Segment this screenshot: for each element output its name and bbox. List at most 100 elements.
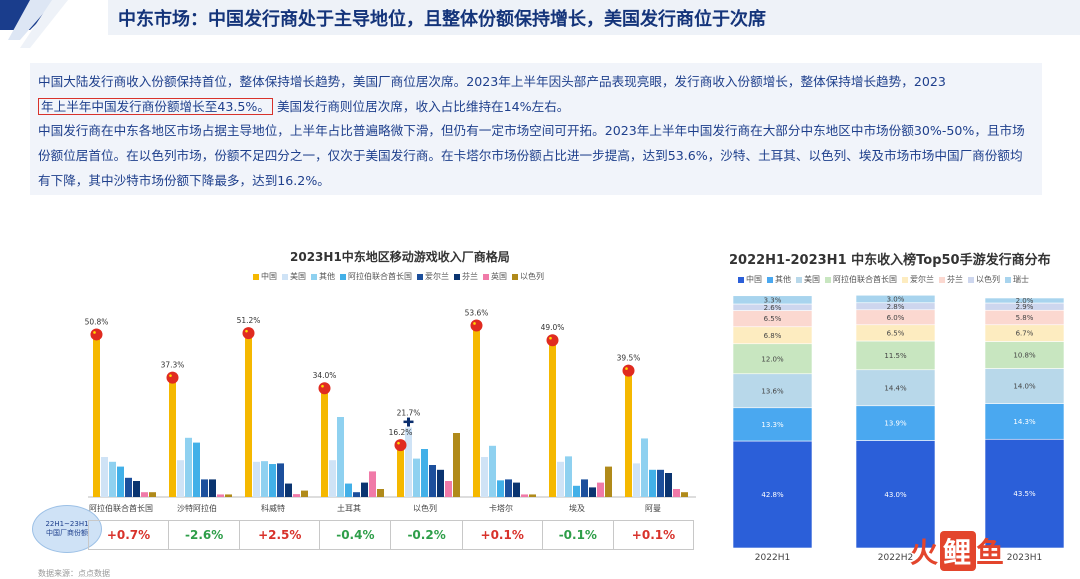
chart1-data-label: 50.8% bbox=[85, 317, 109, 326]
chart1-legend-swatch bbox=[454, 273, 460, 280]
para1-text: 中国大陆发行商收入份额保持首位，整体保持增长趋势，美国厂商位居次席。2023年上… bbox=[38, 74, 946, 89]
chart1-bar bbox=[321, 388, 328, 497]
chart1-legend-label: 英国 bbox=[491, 272, 507, 281]
flag-star-icon bbox=[397, 441, 400, 445]
chart1-bar bbox=[245, 333, 252, 497]
chart2-data-label: 10.8% bbox=[1013, 352, 1036, 360]
chart1-bar bbox=[673, 489, 680, 497]
flag-star-icon bbox=[245, 329, 248, 333]
chart1-bar bbox=[649, 469, 656, 497]
chart2-legend-label: 以色列 bbox=[976, 275, 1000, 284]
data-source-note: 数据来源：点点数据 bbox=[38, 569, 110, 578]
chart1-bar bbox=[549, 340, 556, 497]
chart2-data-label: 12.0% bbox=[761, 355, 784, 363]
chart1-legend-item: 芬兰 bbox=[454, 271, 478, 282]
chart2-data-label: 14.3% bbox=[1013, 418, 1036, 426]
chart1-bar bbox=[481, 457, 488, 497]
chart1-bar bbox=[405, 427, 412, 497]
chart1-data-label: 16.2% bbox=[389, 428, 413, 437]
chart2-data-label: 2.6% bbox=[764, 304, 782, 312]
chart2-legend-swatch bbox=[902, 276, 908, 283]
chart2-data-label: 11.5% bbox=[884, 352, 907, 360]
chart2-legend-swatch bbox=[1005, 276, 1011, 283]
para2-text: 中国发行商在中东各地区市场占据主导地位，上半年占比普遍略微下滑，但仍有一定市场空… bbox=[38, 123, 1025, 188]
chart1-bar bbox=[421, 449, 428, 497]
chart2-segment bbox=[732, 373, 813, 409]
chart2-segment bbox=[855, 440, 936, 549]
chart1-bar bbox=[133, 481, 140, 497]
page-title: 中东市场：中国发行商处于主导地位，且整体份额保持增长，美国发行商位于次席 bbox=[118, 9, 766, 30]
chart2-data-label: 6.7% bbox=[1016, 330, 1034, 338]
chart2-legend-label: 爱尔兰 bbox=[910, 275, 934, 284]
chart1-bar bbox=[657, 469, 664, 497]
chart1-category-label: 沙特阿拉伯 bbox=[177, 503, 217, 513]
chart2-data-label: 43.0% bbox=[884, 491, 907, 499]
chart1-bar bbox=[285, 483, 292, 497]
chart1-data-label: 21.7% bbox=[397, 409, 421, 418]
chart2-segment bbox=[984, 368, 1065, 404]
chart1-legend-swatch bbox=[253, 273, 259, 280]
chart2-data-label: 2.0% bbox=[1016, 297, 1034, 305]
chart1-legend-swatch bbox=[340, 273, 346, 280]
chart1-bar bbox=[445, 481, 452, 497]
watermark-char-2: 鲤 bbox=[940, 531, 977, 571]
chart1-bar bbox=[125, 477, 132, 497]
chart2-data-label: 43.5% bbox=[1013, 490, 1036, 498]
flag-star-icon bbox=[473, 322, 476, 325]
chart1-bar bbox=[353, 492, 360, 497]
share-change-cell: +0.7% bbox=[88, 520, 169, 550]
chart1-bar bbox=[193, 442, 200, 497]
chart2-title: 2022H1-2023H1 中东收入榜Top50手游发行商分布 bbox=[729, 253, 1051, 268]
chart2-legend-swatch bbox=[767, 276, 773, 283]
chart2-legend-item: 中国 bbox=[738, 274, 762, 285]
chart1-category-label: 阿曼 bbox=[645, 504, 661, 513]
share-change-cell: -0.2% bbox=[390, 520, 463, 550]
chart2-segment bbox=[855, 294, 936, 304]
chart2-data-label: 13.9% bbox=[884, 420, 907, 428]
chart2-data-label: 6.5% bbox=[764, 315, 782, 323]
chart2-legend-label: 阿拉伯联合酋长国 bbox=[833, 275, 897, 284]
china-flag-icon bbox=[242, 327, 255, 340]
chart1-bar bbox=[625, 370, 632, 497]
flag-star-icon bbox=[625, 367, 628, 370]
chart1-legend-swatch bbox=[282, 273, 288, 280]
chart1-bar bbox=[201, 479, 208, 497]
chart1-bar bbox=[217, 494, 224, 497]
chart1-bar bbox=[497, 480, 504, 497]
chart2-data-label: 3.0% bbox=[887, 296, 905, 304]
chart1-bar bbox=[665, 473, 672, 497]
watermark-logo: 火鲤鱼 bbox=[910, 531, 1006, 571]
chart1-legend: 中国 美国 其他 阿拉伯联合酋长国 爱尔兰 芬兰 英国 以色列 bbox=[253, 271, 549, 282]
chart1-bar bbox=[177, 460, 184, 497]
chart2-segment bbox=[984, 403, 1065, 440]
chart2-category-label: 2022H1 bbox=[755, 553, 790, 563]
chart1-legend-item: 其他 bbox=[311, 271, 335, 282]
chart1-bar bbox=[521, 494, 528, 497]
china-flag-icon bbox=[470, 319, 483, 332]
chart2-segment bbox=[984, 341, 1065, 369]
chart2-legend-label: 中国 bbox=[746, 275, 762, 284]
chart1-legend-swatch bbox=[483, 273, 489, 280]
chart2-legend-item: 美国 bbox=[796, 274, 820, 285]
chart1-bar bbox=[413, 458, 420, 497]
chart2-data-label: 13.6% bbox=[761, 387, 784, 395]
chart2-legend-item: 芬兰 bbox=[939, 274, 963, 285]
chart1-bar bbox=[565, 456, 572, 497]
chart2-legend-item: 瑞士 bbox=[1005, 274, 1029, 285]
summary-paragraph-2: 中国发行商在中东各地区市场占据主导地位，上半年占比普遍略微下滑，但仍有一定市场空… bbox=[38, 118, 1033, 193]
chart1-bar bbox=[369, 471, 376, 497]
chart1-bar bbox=[573, 485, 580, 497]
chart1-title: 2023H1中东地区移动游戏收入厂商格局 bbox=[290, 250, 510, 264]
china-flag-icon bbox=[622, 364, 635, 377]
share-change-cell: -2.6% bbox=[167, 520, 241, 550]
chart2-data-label: 3.3% bbox=[764, 296, 782, 304]
chart2-legend-swatch bbox=[738, 276, 744, 283]
chart1-bar bbox=[185, 437, 192, 497]
chart2-data-label: 14.0% bbox=[1013, 383, 1036, 391]
chart1-bar bbox=[505, 479, 512, 497]
china-flag-icon bbox=[90, 328, 103, 341]
chart1-legend-item: 英国 bbox=[483, 271, 507, 282]
chart1-bar bbox=[581, 479, 588, 497]
chart2-legend-swatch bbox=[796, 276, 802, 283]
israel-flag-icon-part bbox=[407, 417, 410, 427]
